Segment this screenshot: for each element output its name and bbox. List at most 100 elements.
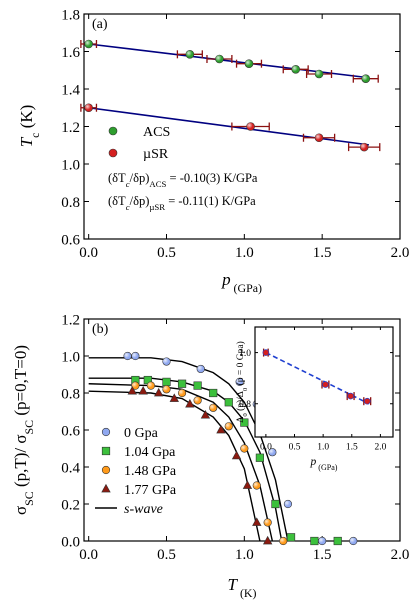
- marker: [231, 450, 242, 460]
- fit-line: [88, 357, 289, 542]
- y-tick-label: 0.2: [61, 497, 80, 513]
- text-part: c: [28, 133, 42, 138]
- marker: [108, 148, 118, 158]
- x-tick-label: 2.0: [391, 547, 410, 563]
- marker-shine: [284, 500, 292, 508]
- text-part: (K): [237, 586, 257, 600]
- text-part: (K): [17, 105, 36, 133]
- marker-shine: [131, 381, 140, 390]
- text-part: 0: [242, 387, 249, 391]
- x-axis-label: T (K): [228, 575, 257, 600]
- y-tick-label: 1.0: [239, 349, 251, 359]
- x-tick-label: 0.5: [157, 245, 176, 261]
- marker: [262, 535, 273, 545]
- marker-shine: [162, 385, 171, 394]
- text-part: ACS: [149, 179, 166, 189]
- text-part: = -0.10(3) K/GPa: [166, 171, 258, 185]
- y-tick-label: 0.8: [61, 195, 80, 211]
- marker: [101, 483, 111, 493]
- y-tick-label: 1.2: [61, 312, 80, 328]
- marker: [101, 446, 111, 456]
- legend-label: µSR: [143, 147, 169, 162]
- x-tick-label: 2.0: [374, 443, 386, 453]
- x-tick-label: 0.0: [79, 245, 98, 261]
- x-tick-label: 1.0: [235, 245, 254, 261]
- y-tick-label: 1.0: [61, 349, 80, 365]
- marker-shine: [245, 59, 254, 68]
- x-tick-label: 0.0: [260, 443, 272, 453]
- text-part: /δp): [130, 194, 150, 208]
- legend-label: ACS: [143, 125, 170, 140]
- marker-shine: [178, 389, 186, 397]
- text-part: (p=0,T=0): [11, 345, 30, 420]
- x-tick-label: 1.5: [313, 245, 332, 261]
- y-tick-label: 1.8: [61, 7, 80, 23]
- x-tick-label: 1.0: [235, 547, 254, 563]
- marker-shine: [315, 133, 324, 142]
- y-tick-label: 0.4: [61, 460, 80, 476]
- marker-shine: [123, 352, 132, 360]
- marker-shine: [361, 74, 370, 83]
- marker: [252, 517, 262, 526]
- marker: [193, 381, 202, 390]
- marker-shine: [360, 143, 369, 152]
- annotation: (δTc/δp)ACS = -0.10(3) K/GPa: [108, 171, 258, 189]
- marker-shine: [318, 537, 326, 545]
- text-part: c: [126, 179, 130, 189]
- marker-shine: [291, 65, 300, 74]
- marker-shine: [263, 518, 272, 527]
- marker: [310, 536, 319, 546]
- y-axis-label: σSC (p,T)/ σSC (p=0,T=0): [11, 345, 36, 515]
- panel-label: (a): [92, 17, 108, 32]
- marker-shine: [315, 70, 324, 78]
- marker-shine: [224, 422, 233, 431]
- text-part: c: [126, 202, 130, 212]
- marker-shine: [209, 404, 218, 412]
- text-part: SC: [22, 420, 36, 435]
- marker: [101, 427, 111, 437]
- marker: [333, 536, 342, 546]
- fit-line: [265, 351, 370, 405]
- text-part: T: [228, 575, 239, 594]
- marker: [108, 126, 118, 136]
- marker-shine: [215, 55, 224, 63]
- marker: [240, 418, 249, 427]
- marker-shine: [252, 481, 261, 490]
- x-tick-label: 0.5: [157, 547, 176, 563]
- marker: [363, 397, 371, 405]
- y-tick-label: 0.6: [61, 232, 80, 248]
- legend-label: 0 Gpa: [124, 426, 159, 441]
- text-part: (p,T)/ σ: [11, 434, 30, 491]
- text-part: (δT: [108, 194, 126, 208]
- marker: [216, 424, 226, 434]
- marker: [322, 381, 329, 388]
- text-part: /δp): [130, 171, 150, 185]
- y-tick-label: 0.8: [239, 400, 251, 410]
- x-tick-label: 1.5: [346, 443, 358, 453]
- fit-line: [88, 383, 274, 542]
- y-tick-label: 1.6: [61, 45, 80, 61]
- text-part: (p = 0 Gpa): [235, 341, 246, 388]
- marker-shine: [84, 103, 93, 112]
- text-part: σ: [11, 506, 30, 515]
- marker: [262, 349, 270, 356]
- text-part: p: [221, 270, 231, 289]
- x-tick-label: 2.0: [391, 245, 410, 261]
- marker-shine: [185, 50, 194, 59]
- text-part: = -0.11(1) K/GPa: [165, 194, 256, 208]
- marker: [127, 385, 137, 395]
- marker-shine: [246, 122, 255, 131]
- marker: [138, 385, 148, 395]
- marker: [224, 398, 233, 407]
- marker-shine: [235, 378, 244, 386]
- text-part: 0: [242, 413, 249, 417]
- y-tick-label: 1.2: [61, 120, 80, 136]
- panel-label: (b): [92, 322, 109, 337]
- text-part: (δT: [108, 171, 126, 185]
- legend-label: 1.04 Gpa: [124, 445, 176, 460]
- y-tick-label: 0.0: [61, 534, 80, 550]
- marker-shine: [84, 40, 93, 48]
- marker-shine: [193, 396, 202, 405]
- marker-shine: [131, 352, 140, 360]
- x-axis-label: p (GPa): [221, 270, 262, 295]
